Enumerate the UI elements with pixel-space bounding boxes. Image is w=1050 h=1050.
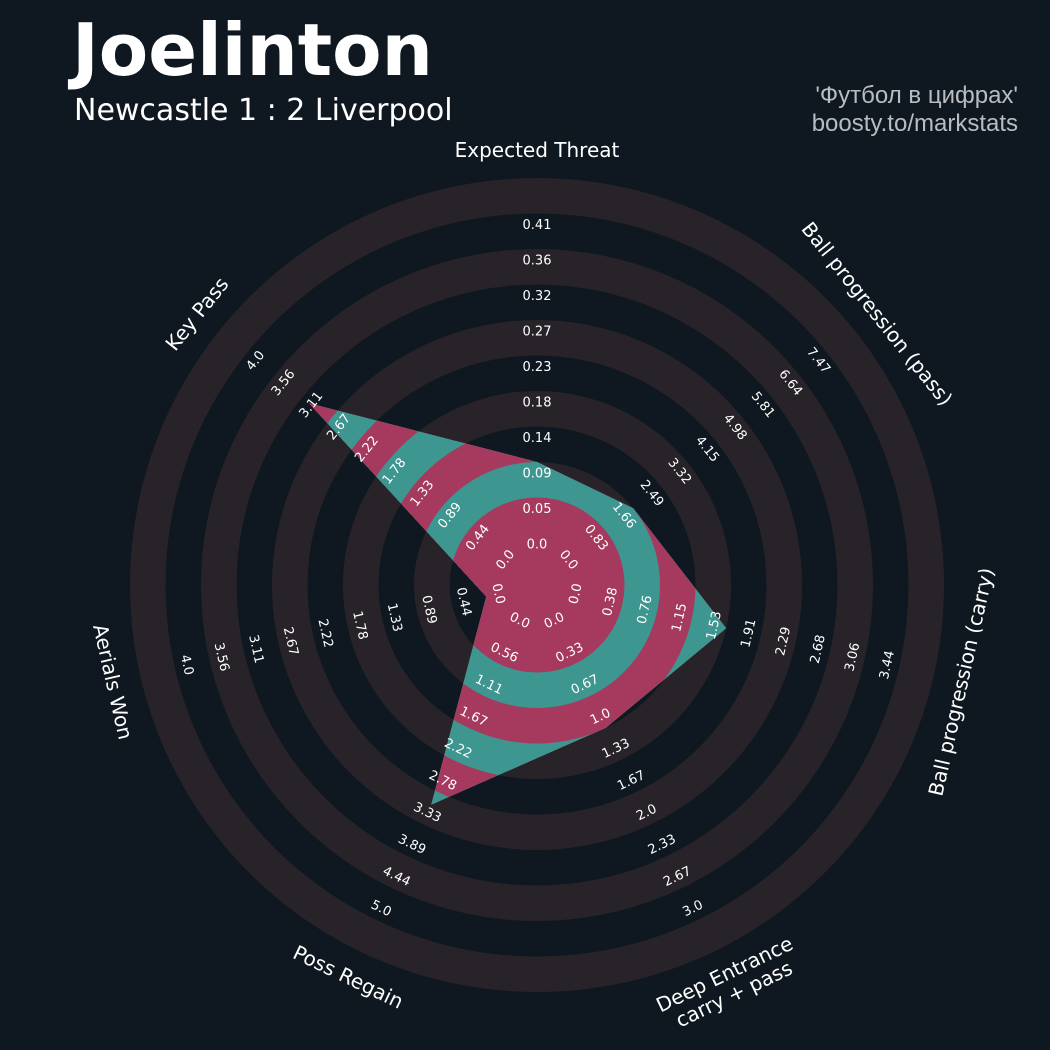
tick-label-expected-threat: 0.32 — [523, 289, 552, 304]
tick-label-expected-threat: 0.0 — [527, 538, 548, 553]
tick-label-aerials-won: 2.67 — [280, 626, 301, 658]
tick-label-ball-progression-carry: 1.53 — [704, 610, 725, 642]
tick-label-ball-progression-carry: 1.15 — [669, 602, 690, 634]
tick-label-ball-progression-carry: 0.38 — [600, 586, 621, 618]
tick-label-aerials-won: 2.22 — [314, 618, 335, 650]
credit-line-2: boosty.to/markstats — [811, 110, 1018, 137]
tick-label-expected-threat: 0.09 — [523, 467, 552, 482]
tick-label-expected-threat: 0.36 — [523, 254, 552, 269]
tick-label-expected-threat: 0.14 — [523, 431, 552, 446]
tick-label-ball-progression-carry: 2.68 — [808, 633, 829, 665]
tick-label-aerials-won: 3.56 — [211, 641, 232, 673]
tick-label-ball-progression-carry: 3.44 — [877, 649, 898, 681]
tick-label-aerials-won: 0.44 — [453, 586, 474, 618]
tick-label-aerials-won: 1.78 — [349, 610, 370, 642]
player-name-title: Joelinton — [72, 8, 433, 92]
tick-label-expected-threat: 0.41 — [523, 218, 552, 233]
credit-line-1: 'Футбол в цифрах' — [815, 82, 1018, 109]
tick-label-ball-progression-carry: 0.76 — [635, 594, 656, 626]
tick-label-aerials-won: 1.33 — [384, 602, 405, 634]
radar-data-center — [485, 533, 589, 637]
tick-label-ball-progression-carry: 3.06 — [842, 641, 863, 673]
tick-label-ball-progression-carry: 2.29 — [773, 626, 794, 658]
axis-label-expected-threat: Expected Threat — [455, 138, 620, 162]
tick-label-expected-threat: 0.23 — [523, 360, 552, 375]
tick-label-expected-threat: 0.27 — [523, 325, 552, 340]
tick-label-aerials-won: 3.11 — [245, 633, 266, 665]
tick-label-ball-progression-carry: 0.0 — [566, 582, 585, 606]
tick-label-expected-threat: 0.05 — [523, 502, 552, 517]
tick-label-aerials-won: 4.0 — [177, 653, 196, 677]
tick-label-ball-progression-carry: 1.91 — [738, 618, 759, 650]
match-subtitle: Newcastle 1 : 2 Liverpool — [74, 93, 453, 128]
tick-label-aerials-won: 0.89 — [418, 594, 439, 626]
axis-label-aerials-won: Aerials Won — [88, 622, 138, 742]
tick-label-aerials-won: 0.0 — [488, 582, 507, 606]
tick-label-expected-threat: 0.18 — [523, 396, 552, 411]
